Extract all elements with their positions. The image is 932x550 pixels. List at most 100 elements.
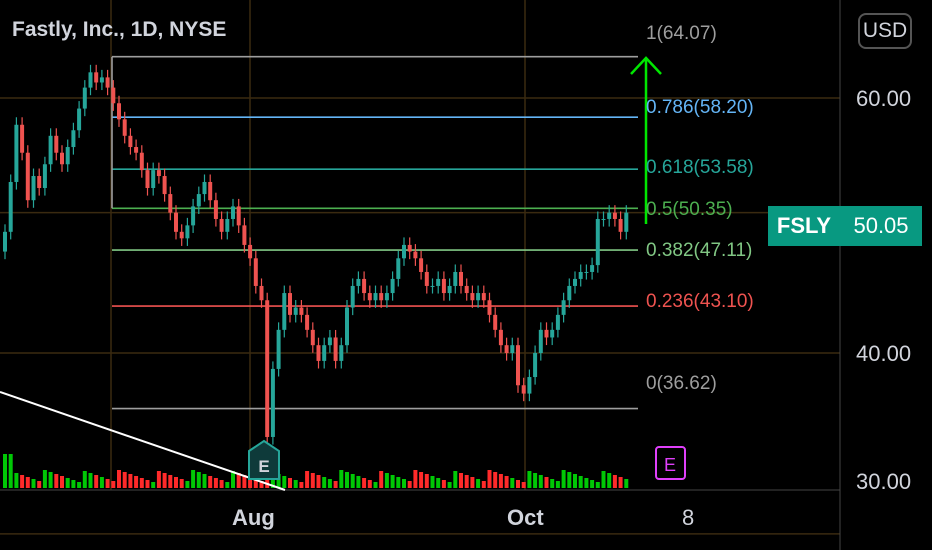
- volume-bar: [413, 470, 418, 488]
- volume-bar: [31, 479, 36, 488]
- volume-bar: [498, 474, 503, 488]
- candle-body: [14, 124, 19, 182]
- candle-body: [77, 108, 82, 131]
- candle-body: [481, 293, 486, 301]
- volume-bar: [282, 476, 287, 488]
- candle-body: [196, 194, 201, 207]
- candle-body: [373, 293, 378, 301]
- candle-body: [293, 307, 298, 315]
- candle-body: [430, 285, 435, 287]
- volume-bar: [145, 480, 150, 488]
- candle-body: [282, 293, 287, 330]
- candle-body: [48, 135, 53, 165]
- candle-body: [31, 176, 36, 201]
- volume-bar: [14, 473, 19, 488]
- volume-bar: [521, 482, 526, 488]
- volume-bar: [453, 471, 458, 488]
- volume-bar: [151, 482, 156, 488]
- candle-body: [231, 206, 235, 219]
- volume-bar: [367, 480, 372, 488]
- candle-body: [595, 218, 600, 266]
- earnings-icon-upcoming: [655, 446, 686, 480]
- candle-body: [402, 244, 406, 259]
- fib-label-1: 1(64.07): [646, 23, 717, 44]
- volume-bar: [327, 479, 332, 488]
- volume-bar: [396, 477, 401, 488]
- volume-bar: [225, 482, 230, 488]
- candle-body: [248, 244, 253, 259]
- volume-bar: [441, 480, 446, 488]
- volume-bar: [384, 473, 389, 488]
- volume-bar: [20, 475, 25, 488]
- volume-bar: [48, 472, 53, 488]
- candle-body: [42, 164, 47, 188]
- volume-bar: [3, 454, 7, 488]
- volume-bar: [117, 470, 121, 488]
- volume-bar: [174, 477, 178, 488]
- candle-body: [487, 300, 492, 315]
- volume-bar: [139, 478, 144, 488]
- candle-body: [65, 147, 70, 165]
- candle-body: [384, 293, 389, 301]
- candle-body: [436, 278, 441, 286]
- candle-body: [288, 293, 292, 315]
- candle-body: [419, 258, 424, 272]
- candle-body: [162, 176, 167, 195]
- volume-bar: [493, 472, 498, 488]
- candle-body: [339, 345, 344, 361]
- candle-body: [82, 87, 87, 109]
- candle-body: [305, 314, 310, 330]
- volume-bar: [42, 470, 47, 488]
- volume-bar: [555, 481, 560, 488]
- candle-body: [139, 152, 144, 171]
- volume-bar: [202, 474, 207, 488]
- volume-bar: [419, 472, 424, 488]
- currency-button[interactable]: USD: [858, 13, 912, 49]
- volume-bar: [561, 470, 566, 488]
- candle-body: [459, 271, 463, 286]
- candle-body: [590, 265, 595, 272]
- volume-bar: [305, 471, 310, 488]
- volume-bar: [179, 479, 184, 488]
- x-tick-oct: Oct: [507, 505, 544, 530]
- candle-body: [493, 314, 498, 330]
- candle-body: [345, 307, 349, 346]
- earnings-letter: E: [664, 455, 676, 475]
- candle-body: [242, 225, 247, 245]
- candle-body: [322, 345, 327, 361]
- candle-body: [476, 293, 481, 301]
- grid-lines: [0, 0, 841, 550]
- volume-bar: [65, 478, 70, 488]
- candle-body: [71, 130, 76, 148]
- candle-body: [25, 152, 30, 201]
- volume-bar: [538, 475, 543, 488]
- volume-bar: [191, 470, 196, 488]
- candle-body: [521, 385, 526, 394]
- candle-body: [453, 271, 458, 286]
- volume-bar: [595, 482, 600, 488]
- candle-body: [413, 251, 418, 259]
- chart-title: Fastly, Inc., 1D, NYSE: [12, 18, 227, 41]
- volume-bar: [527, 471, 532, 488]
- candle-body: [584, 271, 589, 273]
- candle-body: [607, 212, 612, 219]
- volume-bars: [3, 443, 629, 488]
- y-tick-40: 40.00: [856, 341, 912, 366]
- volume-bar: [510, 478, 515, 488]
- volume-bar: [424, 474, 429, 488]
- candle-body: [379, 293, 384, 301]
- volume-bar: [99, 477, 104, 488]
- candle-body: [60, 152, 64, 165]
- candle-body: [253, 258, 258, 286]
- volume-bar: [618, 477, 623, 488]
- candle-body: [151, 170, 156, 188]
- candle-body: [259, 285, 264, 301]
- candle-body: [168, 194, 173, 213]
- candle-body: [122, 119, 127, 136]
- volume-bar: [612, 475, 617, 488]
- candle-body: [618, 218, 623, 232]
- volume-bar: [8, 454, 13, 488]
- candle-body: [236, 206, 241, 226]
- volume-bar: [88, 473, 93, 488]
